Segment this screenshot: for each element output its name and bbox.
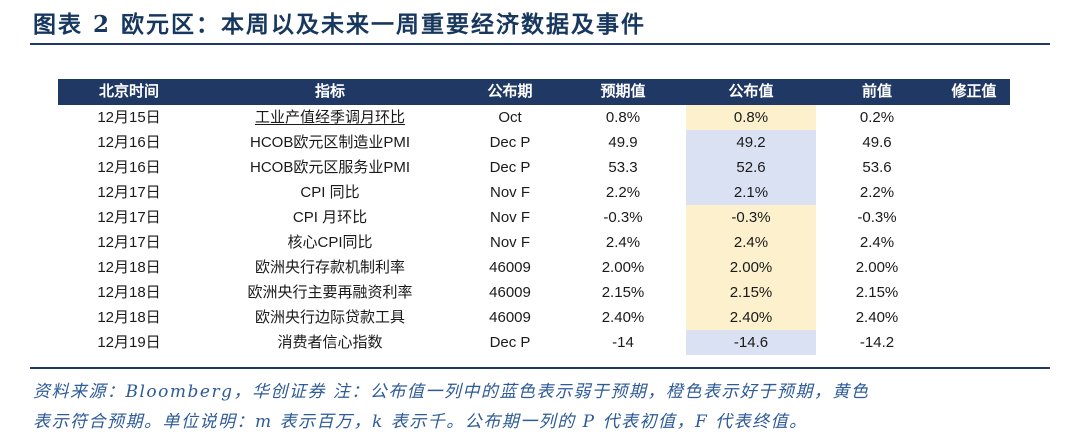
table-body: 12月15日 工业产值经季调月环比 Oct 0.8% 0.8% 0.2% 12月16日 HCO… (58, 105, 1010, 355)
cell-indicator: CPI 同比 (300, 184, 360, 201)
cell-indicator: CPI 月环比 (292, 209, 368, 226)
cell-revised (938, 305, 1010, 330)
cell-previous: -14.2 (859, 334, 895, 351)
cell-revised (938, 330, 1010, 355)
cell-period: 46009 (489, 259, 531, 276)
cell-announced: -0.3% (686, 205, 816, 230)
cell-time: 12月15日 (97, 109, 161, 126)
cell-indicator: 欧洲央行边际贷款工具 (254, 309, 405, 326)
cell-revised (938, 180, 1010, 205)
cell-revised (938, 155, 1010, 180)
cell-expected: 49.9 (608, 134, 638, 151)
cell-revised (938, 130, 1010, 155)
table-row: 12月19日 消费者信心指数 Dec P -14 -14.6 -14.2 (58, 330, 1010, 355)
cell-announced: -14.6 (686, 330, 816, 355)
cell-expected: -14 (612, 334, 634, 351)
cell-previous: 2.4% (859, 234, 895, 251)
column-header-expected-value: 预期值 (600, 83, 646, 100)
table-row: 12月18日 欧洲央行存款机制利率 46009 2.00% 2.00% 2.00% (58, 255, 1010, 280)
cell-period: 46009 (489, 284, 531, 301)
cell-expected: 2.00% (601, 259, 645, 276)
cell-indicator: 核心CPI同比 (287, 234, 373, 251)
cell-time: 12月18日 (97, 259, 161, 276)
column-header-revised-value: 修正值 (951, 83, 997, 100)
cell-time: 12月16日 (97, 159, 161, 176)
column-header-announced-value: 公布值 (728, 83, 774, 100)
cell-time: 12月19日 (97, 334, 161, 351)
cell-indicator: HCOB欧元区服务业PMI (249, 159, 410, 176)
cell-expected: 2.2% (605, 184, 641, 201)
cell-period: Oct (498, 109, 522, 126)
cell-previous: 0.2% (859, 109, 895, 126)
column-header-previous-value: 前值 (861, 83, 892, 100)
source-note-line-1: 资料来源：Bloomberg，华创证券 注：公布值一列中的蓝色表示弱于预期，橙色… (33, 382, 870, 402)
cell-period: 46009 (489, 309, 531, 326)
cell-announced: 2.15% (686, 280, 816, 305)
cell-expected: 2.4% (605, 234, 641, 251)
table-row: 12月16日 HCOB欧元区服务业PMI Dec P 53.3 52.6 53.6 (58, 155, 1010, 180)
title-divider (30, 43, 1050, 45)
table-row: 12月17日 CPI 同比 Nov F 2.2% 2.1% 2.2% (58, 180, 1010, 205)
footer-divider (30, 367, 1050, 369)
source-note-line-2: 表示符合预期。单位说明：m 表示百万，k 表示千。公布期一列的 P 代表初值，F… (33, 412, 808, 432)
cell-indicator: HCOB欧元区制造业PMI (249, 134, 410, 151)
cell-indicator: 欧洲央行主要再融资利率 (247, 284, 413, 301)
cell-period: Nov F (489, 209, 530, 226)
table-row: 12月17日 核心CPI同比 Nov F 2.4% 2.4% 2.4% (58, 230, 1010, 255)
econ-events-table: 北京时间 指标 公布期 预期值 公布值 前值 修正值 12月15日 工业产值经季调… (58, 79, 1010, 355)
cell-expected: 0.8% (605, 109, 641, 126)
cell-revised (938, 105, 1010, 130)
cell-expected: 2.40% (601, 309, 645, 326)
cell-expected: 2.15% (601, 284, 645, 301)
cell-period: Dec P (489, 159, 531, 176)
cell-previous: 2.15% (855, 284, 899, 301)
cell-previous: 49.6 (862, 134, 892, 151)
cell-time: 12月17日 (97, 234, 161, 251)
cell-period: Dec P (489, 134, 531, 151)
cell-revised (938, 230, 1010, 255)
cell-announced: 2.40% (686, 305, 816, 330)
cell-announced: 2.00% (686, 255, 816, 280)
table-row: 12月18日 欧洲央行主要再融资利率 46009 2.15% 2.15% 2.15% (58, 280, 1010, 305)
cell-revised (938, 280, 1010, 305)
cell-time: 12月17日 (97, 184, 161, 201)
cell-indicator: 消费者信心指数 (277, 334, 383, 351)
cell-period: Dec P (489, 334, 531, 351)
cell-indicator: 工业产值经季调月环比 (254, 109, 405, 126)
column-header-beijing-time: 北京时间 (98, 83, 159, 100)
cell-time: 12月16日 (97, 134, 161, 151)
cell-revised (938, 255, 1010, 280)
cell-expected: 53.3 (608, 159, 638, 176)
cell-previous: 2.40% (855, 309, 899, 326)
cell-previous: -0.3% (857, 209, 897, 226)
cell-period: Nov F (489, 184, 530, 201)
cell-announced: 0.8% (686, 105, 816, 130)
column-header-release-period: 公布期 (487, 83, 533, 100)
cell-previous: 53.6 (862, 159, 892, 176)
table-row: 12月15日 工业产值经季调月环比 Oct 0.8% 0.8% 0.2% (58, 105, 1010, 130)
report-figure: 图表 2 欧元区：本周以及未来一周重要经济数据及事件 北京时间 指标 公布期 预… (30, 11, 1050, 437)
source-note: 资料来源：Bloomberg，华创证券 注：公布值一列中的蓝色表示弱于预期，橙色… (33, 377, 1050, 437)
cell-announced: 52.6 (686, 155, 816, 180)
cell-expected: -0.3% (603, 209, 643, 226)
cell-period: Nov F (489, 234, 530, 251)
cell-previous: 2.2% (859, 184, 895, 201)
cell-announced: 49.2 (686, 130, 816, 155)
cell-announced: 2.4% (686, 230, 816, 255)
table-row: 12月18日 欧洲央行边际贷款工具 46009 2.40% 2.40% 2.40% (58, 305, 1010, 330)
cell-time: 12月18日 (97, 284, 161, 301)
table-row: 12月16日 HCOB欧元区制造业PMI Dec P 49.9 49.2 49.6 (58, 130, 1010, 155)
figure-title: 图表 2 欧元区：本周以及未来一周重要经济数据及事件 (33, 11, 647, 38)
cell-announced: 2.1% (686, 180, 816, 205)
table-row: 12月17日 CPI 月环比 Nov F -0.3% -0.3% -0.3% (58, 205, 1010, 230)
cell-revised (938, 205, 1010, 230)
table-header-row: 北京时间 指标 公布期 预期值 公布值 前值 修正值 (58, 79, 1010, 105)
cell-time: 12月17日 (97, 209, 161, 226)
cell-time: 12月18日 (97, 309, 161, 326)
column-header-indicator: 指标 (314, 83, 345, 100)
cell-previous: 2.00% (855, 259, 899, 276)
cell-indicator: 欧洲央行存款机制利率 (254, 259, 405, 276)
